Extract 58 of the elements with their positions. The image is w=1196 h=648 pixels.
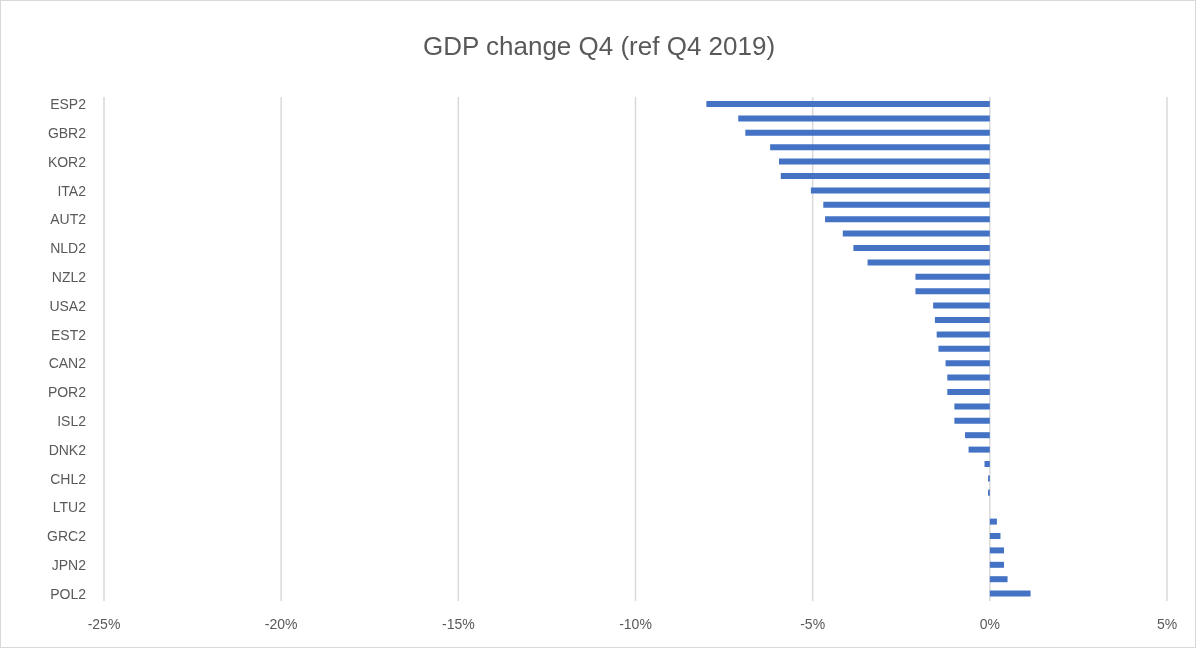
y-tick-label: EST2 — [50, 326, 87, 343]
bar — [779, 158, 990, 165]
bar — [842, 230, 990, 237]
x-tick-label: -20% — [264, 615, 298, 632]
bar — [867, 259, 990, 266]
bar — [989, 590, 1031, 597]
bar — [965, 432, 990, 439]
bar — [933, 302, 990, 309]
bar — [947, 389, 990, 395]
x-tick-label: -5% — [800, 615, 826, 632]
y-tick-label: AUT2 — [50, 211, 87, 228]
y-tick-label: POR2 — [47, 384, 87, 401]
bar — [945, 360, 990, 367]
y-tick-label: ITA2 — [57, 182, 87, 199]
bar — [989, 518, 997, 525]
bar — [745, 129, 990, 136]
bar — [780, 173, 990, 179]
bar — [989, 547, 1005, 554]
y-tick-label: GRC2 — [47, 528, 87, 545]
y-tick-label: USA2 — [49, 297, 87, 314]
bar — [968, 446, 990, 453]
y-tick-label: POL2 — [50, 585, 87, 602]
bar — [915, 288, 990, 295]
y-tick-label: LTU2 — [52, 499, 87, 516]
y-tick-label: NZL2 — [51, 268, 87, 285]
x-tick-label: 0% — [979, 615, 1000, 632]
bar — [823, 201, 990, 208]
y-tick-label: DNK2 — [48, 441, 87, 458]
y-tick-label: CHL2 — [50, 470, 87, 487]
y-tick-label: CAN2 — [48, 355, 87, 372]
x-tick-label: -25% — [87, 615, 121, 632]
y-tick-label: KOR2 — [47, 153, 87, 170]
bar — [984, 461, 990, 467]
bar — [770, 144, 990, 151]
bar — [853, 245, 990, 251]
bar — [938, 345, 990, 352]
chart-title: GDP change Q4 (ref Q4 2019) — [421, 31, 777, 62]
bar — [989, 561, 1005, 568]
bar — [954, 403, 990, 410]
y-tick-label: JPN2 — [51, 556, 87, 573]
y-tick-label: NLD2 — [50, 240, 87, 257]
y-tick-label: GBR2 — [47, 124, 87, 141]
x-tick-label: -15% — [441, 615, 475, 632]
bar — [738, 115, 990, 122]
bar — [934, 317, 990, 323]
bar — [915, 273, 990, 280]
bar — [947, 374, 990, 381]
x-tick-label: 5% — [1156, 615, 1178, 632]
bar — [989, 533, 1001, 539]
bar — [954, 417, 990, 424]
x-tick-label: -10% — [619, 615, 652, 632]
bar — [936, 331, 990, 338]
y-tick-label: ESP2 — [50, 96, 87, 113]
bar — [989, 576, 1008, 583]
y-tick-label: ISL2 — [57, 412, 87, 429]
bar — [706, 101, 990, 107]
bar — [825, 216, 990, 223]
bar — [810, 187, 990, 194]
